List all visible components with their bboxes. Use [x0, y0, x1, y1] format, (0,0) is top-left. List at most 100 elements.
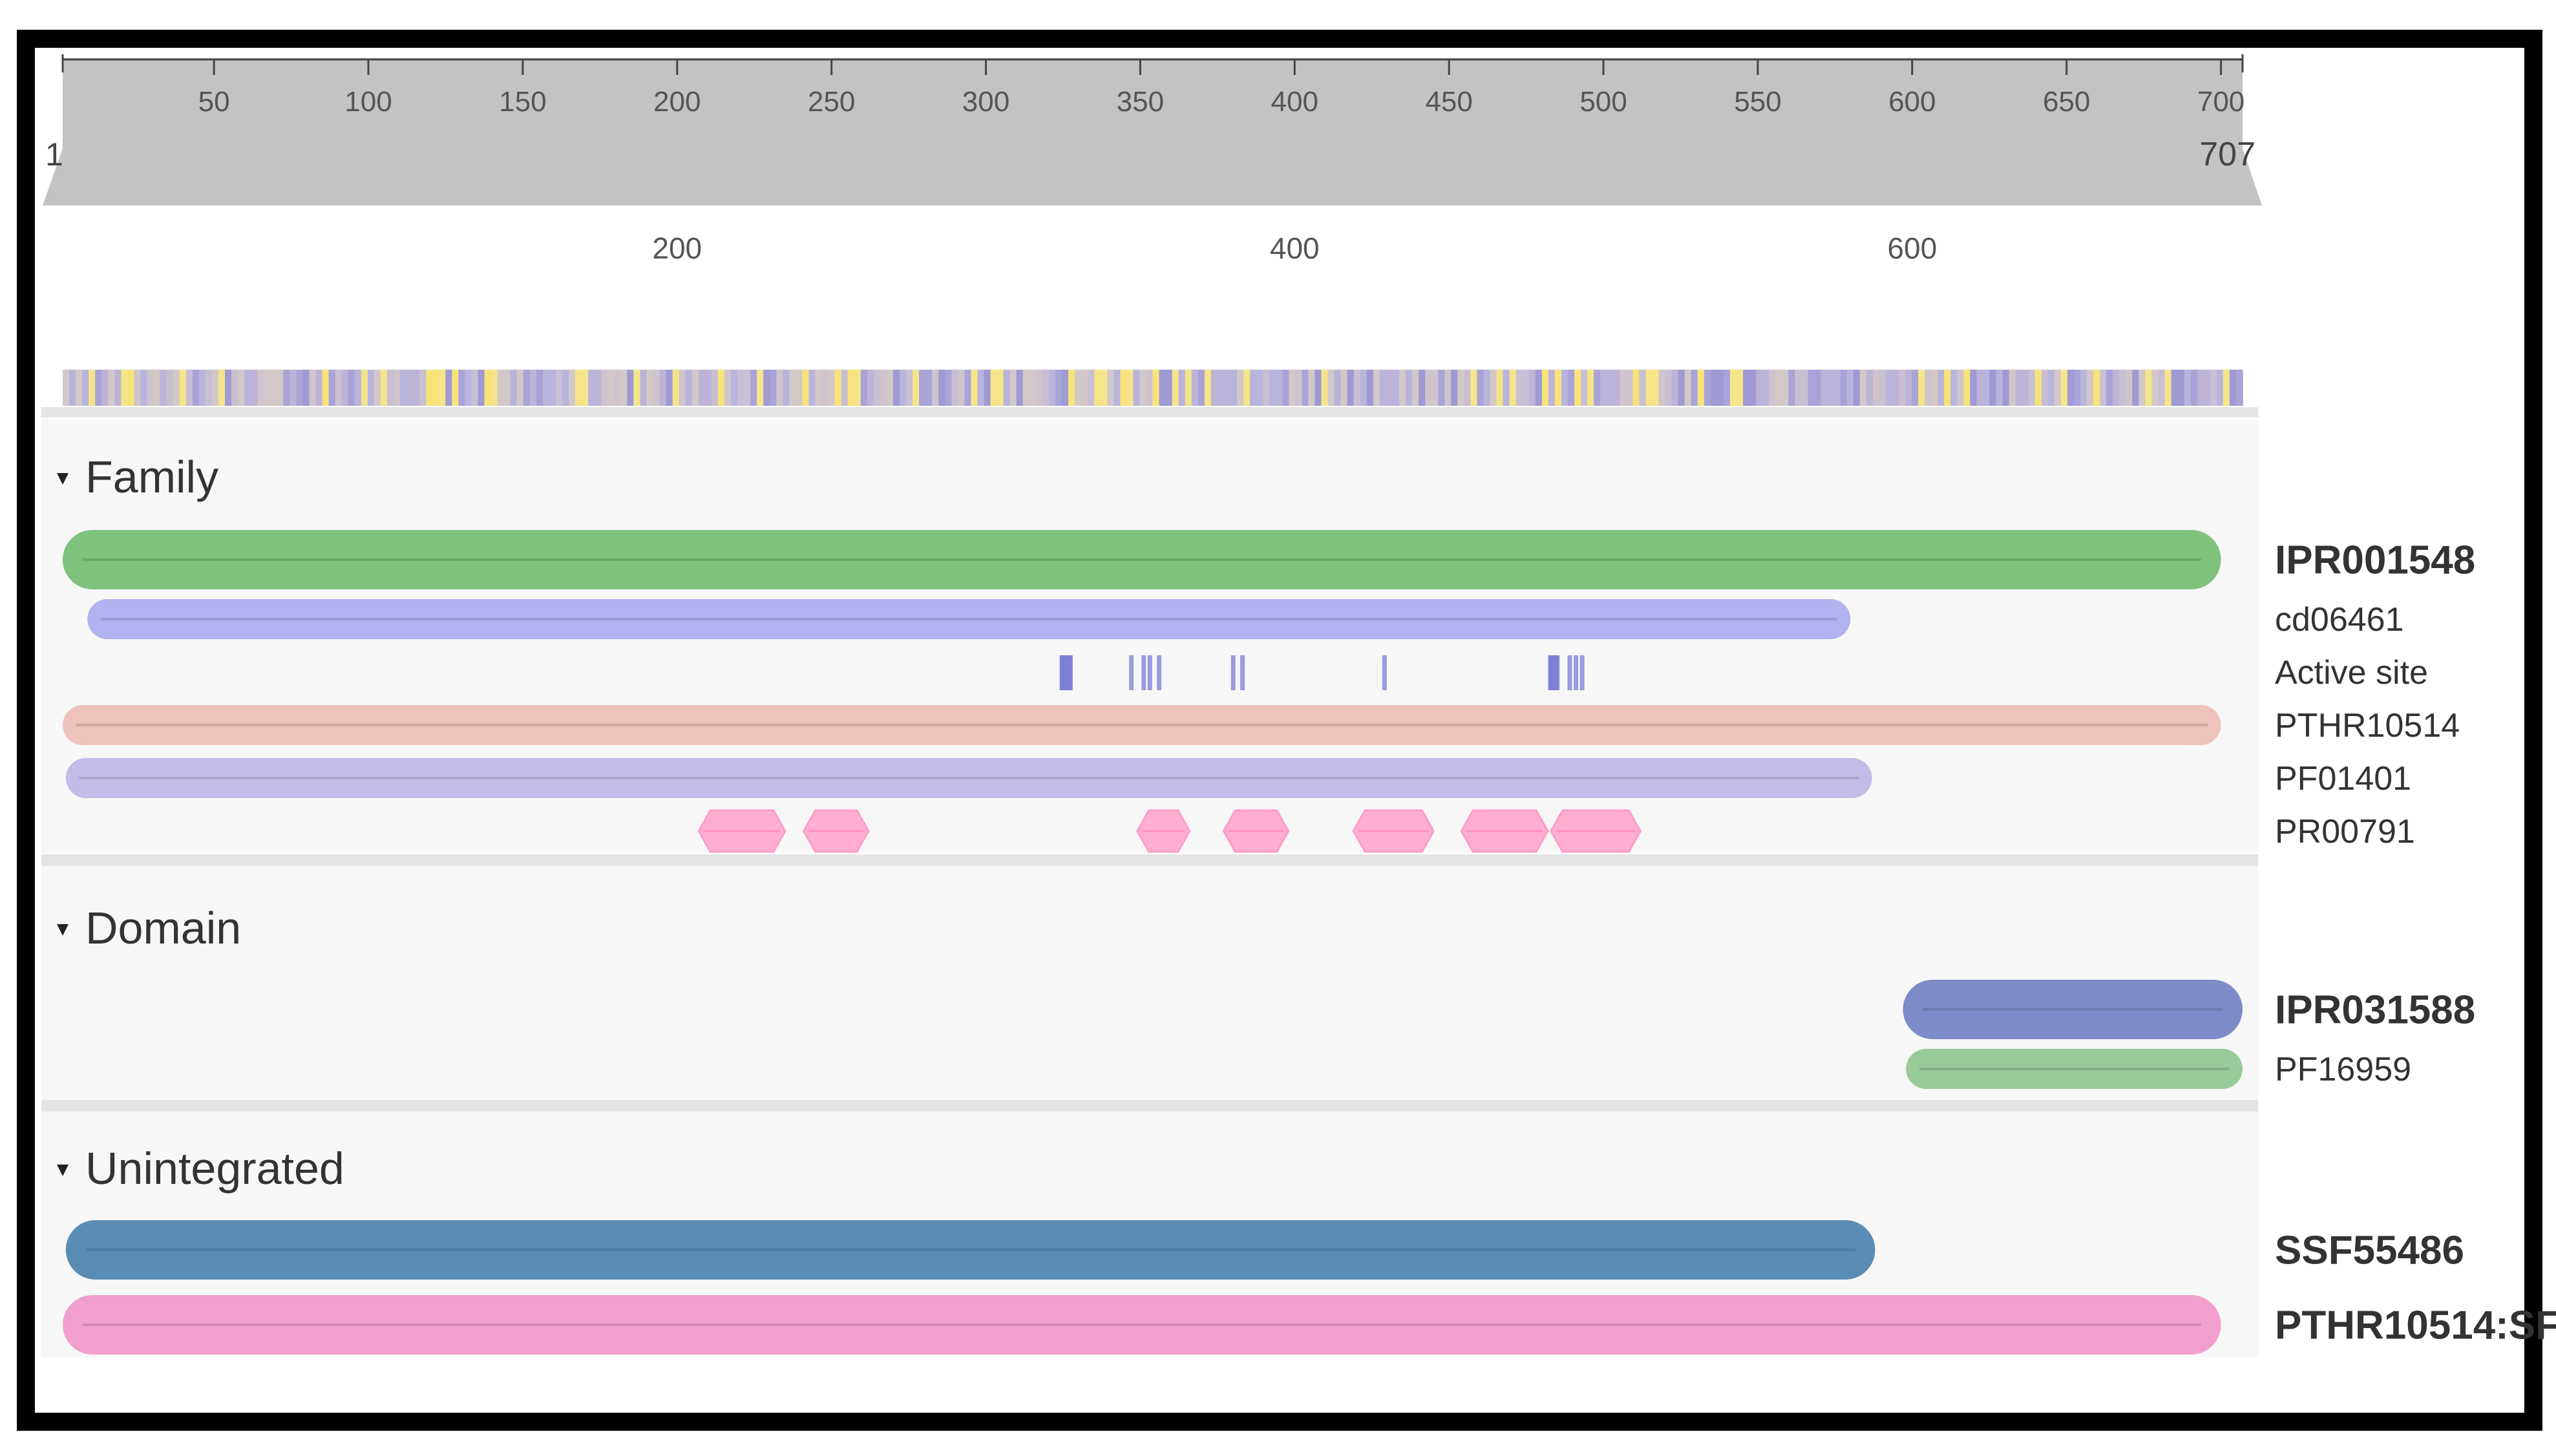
active-site-mark[interactable]	[1579, 655, 1585, 690]
residue-cell	[328, 370, 336, 406]
track-pthr10514[interactable]: PTHR10514	[63, 705, 2460, 745]
active-site-mark[interactable]	[1129, 655, 1134, 690]
feature-segment[interactable]	[65, 1220, 1875, 1280]
track-label[interactable]: PF16959	[2275, 1051, 2411, 1088]
collapse-triangle-icon[interactable]	[57, 473, 69, 485]
track-ipr031588[interactable]: IPR031588	[1903, 980, 2475, 1039]
residue-cell	[1133, 370, 1141, 406]
residue-cell	[1237, 370, 1244, 406]
zoom-window[interactable]	[43, 58, 2262, 206]
track-label[interactable]: Active site	[2275, 654, 2428, 691]
residue-cell	[1457, 370, 1465, 406]
section-title[interactable]: Unintegrated	[85, 1143, 344, 1194]
active-site-mark[interactable]	[1382, 655, 1387, 690]
residue-cell	[296, 370, 304, 406]
track-label[interactable]: PR00791	[2275, 813, 2415, 850]
residue-cell	[633, 370, 641, 406]
residue-cell	[238, 370, 245, 406]
residue-cell	[1944, 370, 1952, 406]
feature-segment[interactable]	[1903, 980, 2243, 1039]
section-toggle[interactable]: Domain	[57, 903, 241, 953]
residue-cell	[704, 370, 712, 406]
residue-cell	[452, 370, 459, 406]
residue-cell	[588, 370, 595, 406]
ruler-tick-label: 550	[1734, 86, 1781, 118]
track-label[interactable]: IPR001548	[2275, 538, 2475, 583]
track-label[interactable]: cd06461	[2275, 601, 2404, 638]
navigation-ruler[interactable]: 50 100 150 200 250 300 350 400 450 500 550 600 650 70…	[43, 54, 2262, 206]
residue-cell	[1600, 370, 1608, 406]
track-label[interactable]: IPR031588	[2275, 988, 2475, 1033]
ruler-tick-label: 400	[1271, 86, 1318, 118]
residue-cell	[335, 370, 343, 406]
track-cd06461[interactable]: cd06461	[87, 599, 2404, 639]
collapse-triangle-icon[interactable]	[57, 924, 69, 936]
track-ipr001548[interactable]: IPR001548	[63, 530, 2475, 589]
residue-cell	[783, 370, 790, 406]
track-label[interactable]: PTHR10514:SF24	[2275, 1303, 2556, 1348]
residue-cell	[1419, 370, 1426, 406]
residue-cell	[2047, 370, 2055, 406]
track-pr00791[interactable]: PR00791	[697, 809, 2415, 853]
section-title[interactable]: Family	[85, 452, 218, 502]
feature-segment[interactable]	[1906, 1049, 2243, 1089]
track-label[interactable]: PF01401	[2275, 760, 2411, 797]
residue-cell	[1678, 370, 1685, 406]
section-toggle[interactable]: Family	[57, 452, 218, 502]
residue-cell	[1652, 370, 1660, 406]
residue-cell	[1503, 370, 1510, 406]
active-site-mark[interactable]	[1548, 655, 1559, 690]
residue-cell	[2034, 370, 2042, 406]
ruler-tick-label: 50	[198, 86, 230, 118]
residue-cell	[1464, 370, 1472, 406]
residue-cell	[892, 370, 900, 406]
residue-cell	[549, 370, 556, 406]
feature-segment[interactable]	[63, 530, 2221, 589]
track-pf16959[interactable]: PF16959	[1906, 1049, 2411, 1089]
residue-cell	[1496, 370, 1504, 406]
feature-segment[interactable]	[65, 758, 1872, 798]
residue-cell	[1477, 370, 1484, 406]
active-site-mark[interactable]	[1230, 655, 1236, 690]
residue-cell	[341, 370, 349, 406]
residue-cell	[224, 370, 232, 406]
residue-cell	[1866, 370, 1874, 406]
feature-segment[interactable]	[87, 599, 1851, 639]
residue-cell	[1366, 370, 1374, 406]
section-title[interactable]: Domain	[85, 903, 241, 953]
active-site-mark[interactable]	[1147, 655, 1152, 690]
residue-cell	[2093, 370, 2100, 406]
residue-cell	[69, 370, 76, 406]
track-label[interactable]: SSF55486	[2275, 1229, 2464, 1273]
residue-cell	[1263, 370, 1270, 406]
residue-cell	[1360, 370, 1368, 406]
active-site-mark[interactable]	[1567, 655, 1572, 690]
residue-cell	[2132, 370, 2140, 406]
track-pf01401[interactable]: PF01401	[65, 758, 2411, 798]
active-site-mark[interactable]	[1141, 655, 1146, 690]
active-site-mark[interactable]	[1240, 655, 1245, 690]
residue-cell	[1399, 370, 1406, 406]
residue-cell	[620, 370, 628, 406]
section-family: Family IPR001548 cd06461 Active site PTHR105…	[41, 419, 2475, 853]
section-toggle[interactable]: Unintegrated	[57, 1143, 344, 1194]
residue-cell	[2028, 370, 2036, 406]
track-label[interactable]: PTHR10514	[2275, 707, 2460, 744]
track-ssf55486[interactable]: SSF55486	[65, 1220, 2464, 1280]
residue-cell	[2177, 370, 2185, 406]
residue-cell	[2151, 370, 2159, 406]
feature-segment[interactable]	[63, 705, 2221, 745]
active-site-mark[interactable]	[1574, 655, 1579, 690]
active-site-mark[interactable]	[1059, 655, 1073, 690]
track-pthr10514-sf24[interactable]: PTHR10514:SF24	[63, 1295, 2556, 1355]
active-site-mark[interactable]	[1157, 655, 1162, 690]
feature-segment[interactable]	[63, 1295, 2221, 1355]
residue-cell	[536, 370, 544, 406]
residue-cell	[1256, 370, 1263, 406]
collapse-triangle-icon[interactable]	[57, 1165, 69, 1176]
residue-cell	[906, 370, 913, 406]
track-active-site[interactable]: Active site	[1059, 654, 2428, 691]
residue-cell	[2113, 370, 2120, 406]
residue-cell	[679, 370, 686, 406]
residue-cell	[1989, 370, 1997, 406]
